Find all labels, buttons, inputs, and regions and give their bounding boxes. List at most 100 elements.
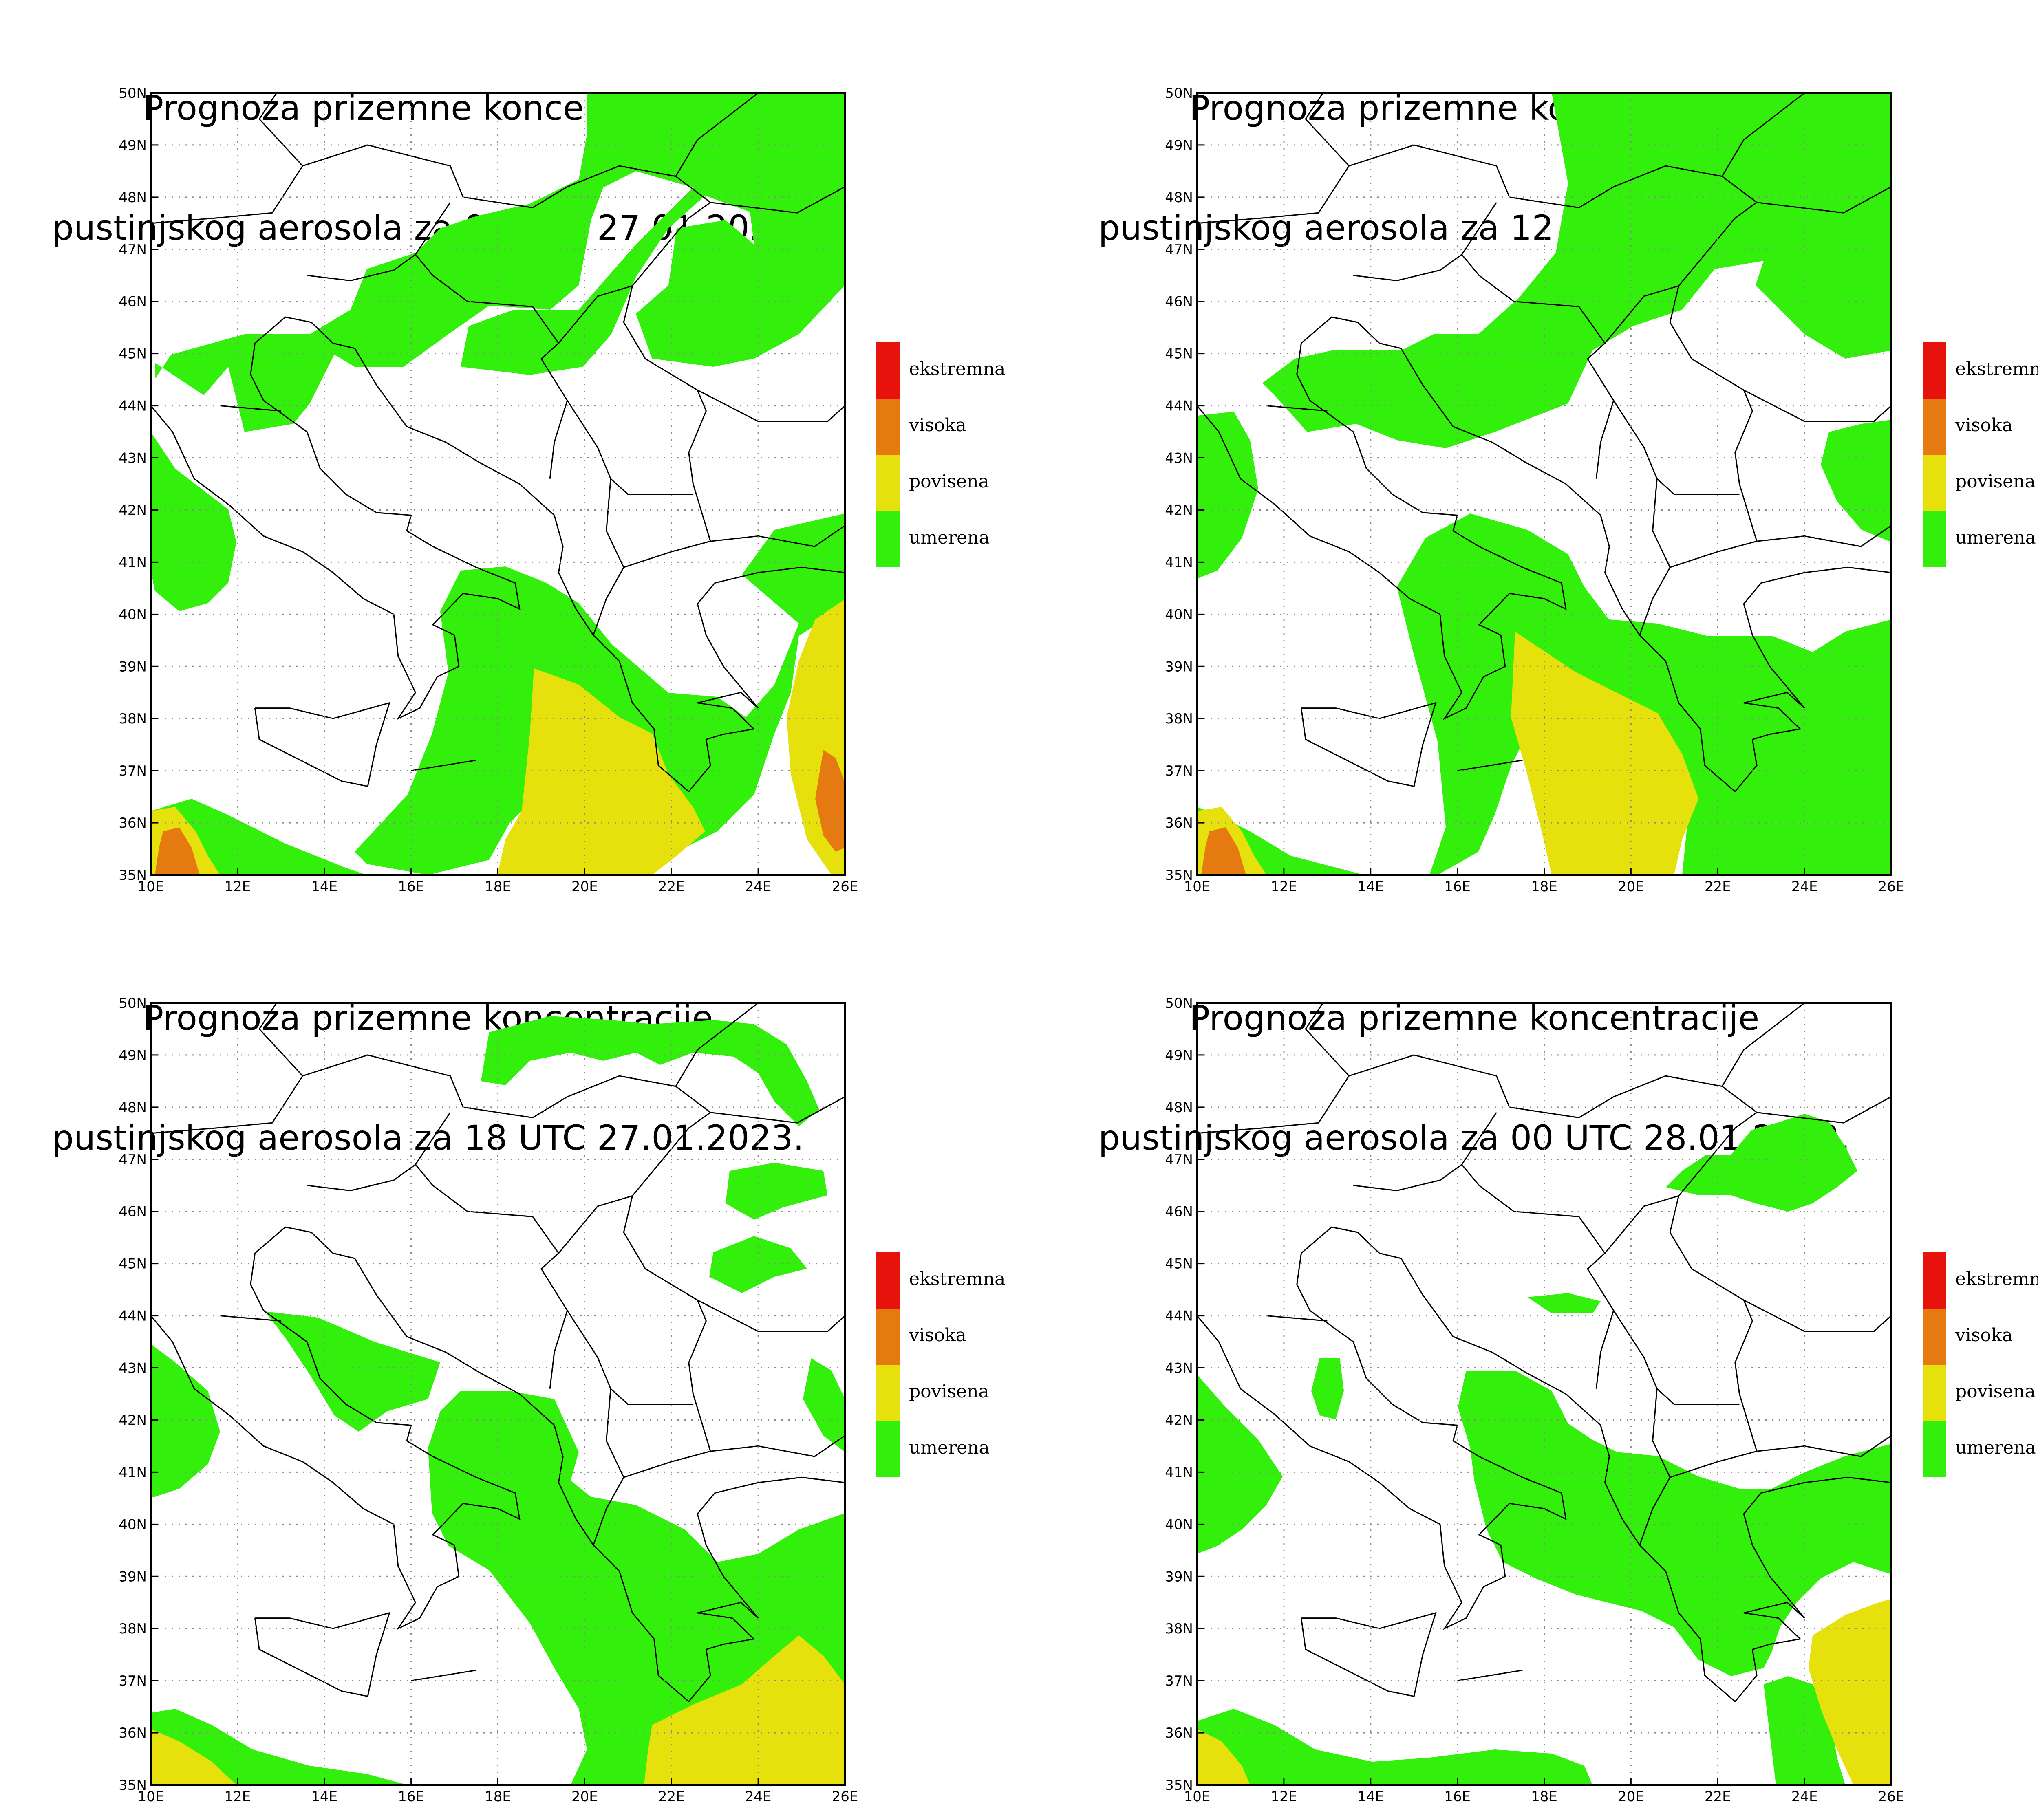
border-line bbox=[254, 702, 390, 787]
umerena-region-east2 bbox=[709, 1236, 807, 1293]
border-line bbox=[1353, 202, 1497, 282]
panel-title-line1: Prognoza prizemne koncentracije bbox=[1189, 998, 1760, 1038]
umerena-region-north bbox=[481, 1016, 819, 1126]
border-line bbox=[606, 1388, 711, 1478]
lat-tick-label: 41N bbox=[1165, 554, 1193, 571]
border-line bbox=[311, 1232, 845, 1703]
lat-tick-label: 48N bbox=[119, 189, 147, 206]
lon-tick-label: 12E bbox=[225, 879, 251, 895]
border-line bbox=[302, 1054, 845, 1124]
border-line bbox=[1461, 1164, 1615, 1389]
umerena-region-south bbox=[1197, 1709, 1592, 1785]
povisena-region bbox=[497, 668, 705, 875]
legend-swatch bbox=[1923, 342, 1946, 399]
visoka-region-sw bbox=[155, 827, 200, 875]
border-line bbox=[311, 322, 845, 793]
border-line bbox=[1652, 1388, 1757, 1478]
lat-tick-label: 45N bbox=[119, 1256, 147, 1272]
legend-item-visoka: visoka bbox=[876, 1309, 1039, 1365]
graticule bbox=[151, 1003, 845, 1785]
panel-title-line1: Prognoza prizemne koncentracije bbox=[143, 998, 713, 1038]
coastlines-borders bbox=[151, 1003, 845, 1703]
panel-title: Prognoza prizemne koncentracije pustinjs… bbox=[0, 918, 856, 1238]
lon-tick-label: 20E bbox=[1618, 879, 1644, 895]
legend-label: visoka bbox=[1955, 415, 2013, 436]
legend-item-umerena: umerena bbox=[1923, 1421, 2038, 1477]
legend-item-umerena: umerena bbox=[876, 511, 1039, 567]
lat-tick-label: 38N bbox=[119, 711, 147, 727]
lon-tick-label: 16E bbox=[398, 879, 424, 895]
lat-tick-label: 42N bbox=[119, 502, 147, 518]
lon-tick-label: 18E bbox=[1531, 1789, 1557, 1805]
border-line bbox=[254, 1612, 390, 1697]
aerosol-shading bbox=[151, 1016, 845, 1785]
lon-tick-label: 24E bbox=[1791, 1789, 1818, 1805]
legend-label: umerena bbox=[909, 1437, 990, 1458]
legend-swatch bbox=[876, 1421, 900, 1477]
lon-tick-label: 16E bbox=[398, 1789, 424, 1805]
lat-tick-label: 45N bbox=[1165, 346, 1193, 362]
legend-label: ekstremna bbox=[1955, 1269, 2038, 1289]
border-line bbox=[1669, 1196, 1891, 1457]
lon-tick-label: 22E bbox=[658, 1789, 685, 1805]
lon-tick-label: 26E bbox=[832, 1789, 858, 1805]
lon-tick-label: 24E bbox=[745, 879, 772, 895]
lat-tick-label: 42N bbox=[1165, 1412, 1193, 1428]
lon-tick-label: 26E bbox=[1878, 879, 1905, 895]
legend-swatch bbox=[876, 1309, 900, 1365]
graticule bbox=[1197, 1003, 1891, 1785]
lat-tick-label: 37N bbox=[119, 763, 147, 779]
legend-item-povisena: povisena bbox=[876, 1365, 1039, 1421]
legend-label: povisena bbox=[1955, 1381, 2036, 1402]
lat-tick-label: 39N bbox=[119, 659, 147, 675]
legend-item-umerena: umerena bbox=[876, 1421, 1039, 1477]
border-line bbox=[697, 1299, 845, 1332]
border-line bbox=[1349, 144, 1891, 214]
lat-tick-label: 36N bbox=[119, 815, 147, 831]
border-line bbox=[606, 478, 711, 568]
legend-swatch bbox=[1923, 1365, 1946, 1421]
axes: 10E 12E 14E 16E 18E 20E 22E 24E 26E 35N 36N 37N 38N 3… bbox=[119, 995, 858, 1805]
legend-label: visoka bbox=[1955, 1325, 2013, 1346]
umerena-region-central bbox=[355, 513, 845, 875]
border-line bbox=[302, 144, 845, 214]
border-line bbox=[675, 1003, 759, 1087]
legend-label: umerena bbox=[1955, 1437, 2036, 1458]
lon-tick-label: 10E bbox=[1184, 879, 1211, 895]
legend-swatch bbox=[1923, 1252, 1946, 1309]
lat-tick-label: 50N bbox=[119, 85, 147, 101]
lon-tick-label: 18E bbox=[485, 879, 511, 895]
legend-label: ekstremna bbox=[909, 1269, 1006, 1289]
border-line bbox=[1301, 1612, 1437, 1697]
lat-tick-label: 47N bbox=[1165, 242, 1193, 258]
legend: ekstremna visoka povisena umerena bbox=[876, 342, 1039, 571]
border-line bbox=[415, 1164, 568, 1389]
lat-tick-label: 39N bbox=[1165, 659, 1193, 675]
axes: 10E 12E 14E 16E 18E 20E 22E 24E 26E 35N 36N 37N 38N 3… bbox=[1165, 85, 1904, 895]
border-line bbox=[1301, 702, 1437, 787]
visoka-region-sw bbox=[1201, 827, 1246, 875]
lat-tick-label: 42N bbox=[1165, 502, 1193, 518]
lon-tick-label: 18E bbox=[1531, 879, 1557, 895]
lat-tick-label: 44N bbox=[119, 1308, 147, 1324]
lat-tick-label: 46N bbox=[1165, 1204, 1193, 1220]
lon-tick-label: 26E bbox=[1878, 1789, 1905, 1805]
lon-tick-label: 20E bbox=[1618, 1789, 1644, 1805]
legend-swatch bbox=[1923, 399, 1946, 455]
lat-tick-label: 48N bbox=[1165, 189, 1193, 206]
border-line bbox=[593, 1477, 624, 1546]
lat-tick-label: 43N bbox=[1165, 1360, 1193, 1377]
graticule bbox=[1197, 93, 1891, 875]
lat-tick-label: 40N bbox=[119, 1516, 147, 1533]
lon-tick-label: 14E bbox=[1357, 879, 1384, 895]
lat-tick-label: 43N bbox=[119, 450, 147, 467]
umerena-region-east3 bbox=[803, 1358, 845, 1452]
panel-title-line2: pustinjskog aerosola za 00 UTC 28.01.202… bbox=[1098, 1118, 1851, 1158]
axes: 10E 12E 14E 16E 18E 20E 22E 24E 26E 35N 36N 37N 38N 3… bbox=[119, 85, 858, 895]
legend: ekstremna visoka povisena umerena bbox=[876, 1252, 1039, 1481]
lat-tick-label: 47N bbox=[119, 242, 147, 258]
legend-swatch bbox=[1923, 1309, 1946, 1365]
border-line bbox=[1669, 286, 1891, 547]
lat-tick-label: 44N bbox=[1165, 398, 1193, 414]
border-line bbox=[623, 286, 845, 547]
